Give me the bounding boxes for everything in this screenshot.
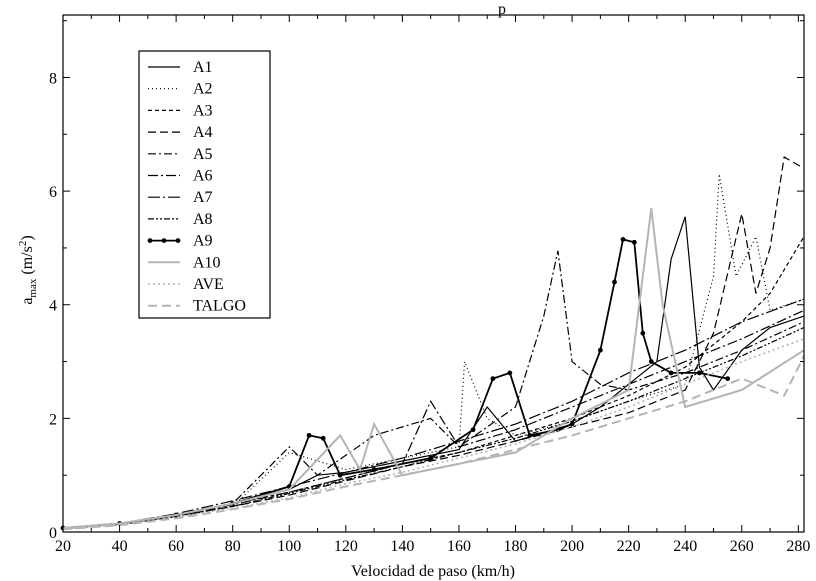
plot-frame — [62, 14, 805, 533]
series-point-a9 — [668, 370, 674, 376]
y-axis-title-sub: max — [27, 278, 39, 297]
series-line-talgo — [62, 355, 805, 531]
series-point-a9 — [428, 455, 434, 461]
legend-label-a9: A9 — [193, 233, 213, 250]
legend-marker-a9 — [175, 238, 181, 244]
x-tick-label: 120 — [334, 538, 358, 555]
y-tick-label: 2 — [49, 411, 57, 428]
x-tick-label: 60 — [168, 538, 184, 555]
legend-label-a7: A7 — [193, 189, 213, 206]
series-point-a9 — [640, 330, 646, 336]
series-line-a6 — [62, 309, 805, 530]
legend-marker-a9 — [161, 238, 167, 244]
ticks-layer: 20 40 60 80 100 120 140 160 180 200 220 240 260 280 0 2… — [49, 15, 810, 555]
x-tick-label: 280 — [786, 538, 810, 555]
series-point-a9 — [470, 427, 476, 433]
y-axis-title: amax (m/s2) — [17, 235, 39, 304]
x-tick-label: 180 — [504, 538, 528, 555]
legend-marker-a9 — [147, 238, 153, 244]
series-point-a9 — [725, 376, 731, 382]
series-point-a9 — [648, 359, 654, 364]
series-point-a9 — [597, 347, 603, 353]
legend-label-a10: A10 — [193, 254, 221, 271]
y-axis-title-base: a — [19, 298, 36, 305]
series-point-a9 — [320, 435, 326, 441]
y-tick-label: 6 — [49, 184, 57, 201]
legend-label-a8: A8 — [193, 211, 213, 228]
legend-label-a2: A2 — [193, 81, 213, 98]
x-tick-label: 80 — [225, 538, 241, 555]
series-point-a9 — [612, 279, 617, 285]
y-axis-title-close: ) — [19, 235, 36, 240]
series-layer — [60, 156, 805, 531]
legend-label-a6: A6 — [193, 168, 213, 185]
chart-title: p — [498, 1, 506, 18]
x-tick-label: 40 — [112, 538, 128, 555]
series-point-a9 — [337, 472, 343, 478]
series-line-ave — [62, 338, 805, 530]
legend-label-talgo: TALGO — [193, 298, 246, 315]
x-tick-label: 220 — [617, 538, 641, 555]
legend-box — [138, 50, 271, 319]
y-axis-title-sup: 2 — [17, 241, 29, 247]
x-tick-label: 100 — [277, 538, 301, 555]
series-line-a2 — [62, 174, 805, 530]
x-tick-label: 140 — [390, 538, 414, 555]
series-point-a9 — [306, 433, 312, 438]
y-axis-title-unit: (m/s — [19, 246, 36, 278]
series-point-a9 — [569, 421, 575, 427]
x-tick-label: 160 — [447, 538, 471, 555]
series-point-a9 — [527, 433, 533, 438]
x-axis-title: Velocidad de paso (km/h) — [351, 563, 515, 580]
series-line-a8 — [62, 326, 805, 530]
legend: A1 A2 A3 A4 A5 A6 A7 A8 A9 A10 AVE TALGO — [138, 50, 271, 319]
series-point-a9 — [620, 237, 626, 242]
x-tick-label: 240 — [673, 538, 697, 555]
legend-label-a1: A1 — [193, 59, 213, 76]
series-line-a7 — [62, 298, 805, 529]
legend-label-a5: A5 — [193, 146, 213, 163]
x-tick-label: 20 — [55, 538, 71, 555]
series-line-a10 — [62, 208, 805, 529]
series-point-a9 — [371, 467, 377, 472]
x-tick-label: 260 — [730, 538, 754, 555]
y-tick-label: 4 — [49, 298, 57, 315]
y-tick-label: 8 — [49, 70, 57, 87]
x-tick-label: 200 — [560, 538, 584, 555]
series-point-a9 — [490, 376, 496, 382]
legend-label-ave: AVE — [193, 276, 224, 293]
legend-label-a4: A4 — [193, 124, 213, 141]
series-point-a9 — [696, 370, 702, 376]
legend-label-a3: A3 — [193, 102, 213, 119]
series-point-a9 — [507, 370, 513, 376]
series-point-a9 — [631, 239, 637, 245]
y-tick-label: 0 — [49, 525, 57, 542]
